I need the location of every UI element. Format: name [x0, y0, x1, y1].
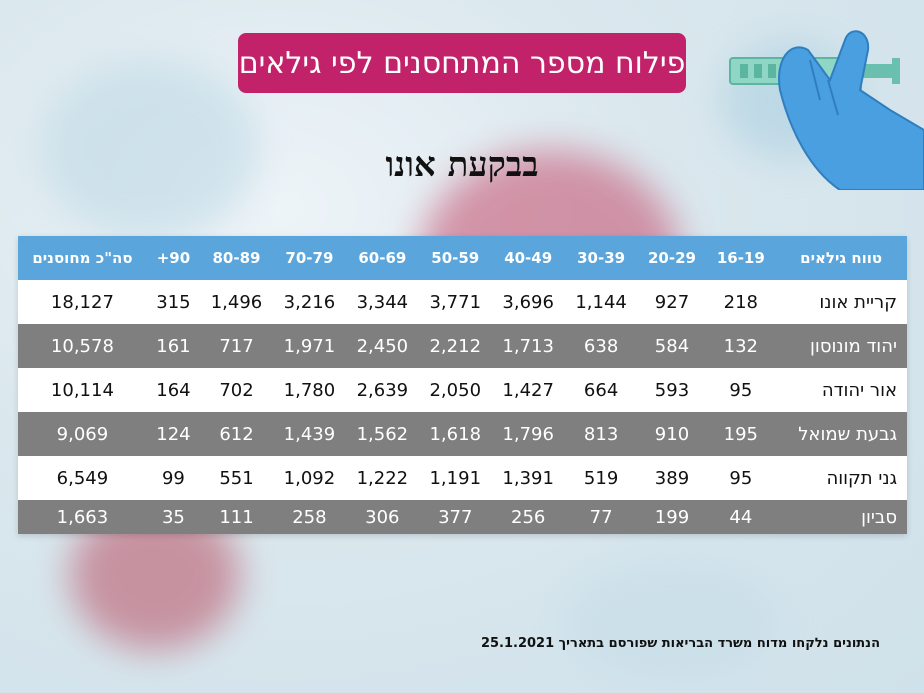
table-cell: 593 — [637, 368, 707, 412]
table-cell: 1,562 — [345, 412, 419, 456]
table-cell: 111 — [200, 500, 273, 534]
table-cell: 258 — [272, 500, 346, 534]
table-cell: 3,216 — [272, 280, 346, 324]
table-cell: 1,713 — [491, 324, 565, 368]
table-cell: 702 — [200, 368, 273, 412]
table-row: גני תקווה 95 389 519 1,391 1,191 1,222 1… — [18, 456, 907, 500]
column-header: 60-69 — [345, 236, 419, 280]
page-title: פילוח מספר המתחסנים לפי גילאים — [238, 33, 686, 93]
table-cell: 910 — [637, 412, 707, 456]
table-cell: 256 — [491, 500, 565, 534]
column-header: טווח גילאים — [775, 236, 907, 280]
column-header: 80-89 — [200, 236, 273, 280]
table-cell: 1,191 — [418, 456, 492, 500]
table-cell: 1,796 — [491, 412, 565, 456]
table-cell: 3,344 — [345, 280, 419, 324]
city-cell: יהוד מונוסון — [775, 324, 907, 368]
bg-blob — [40, 60, 260, 240]
table-cell: 638 — [564, 324, 638, 368]
table-cell: 1,391 — [491, 456, 565, 500]
table-cell: 813 — [564, 412, 638, 456]
column-header: 16-19 — [706, 236, 776, 280]
total-cell: 1,663 — [18, 500, 147, 534]
total-cell: 18,127 — [18, 280, 147, 324]
table-cell: 2,212 — [418, 324, 492, 368]
table-row: אור יהודה 95 593 664 1,427 2,050 2,639 1… — [18, 368, 907, 412]
table-header-row: טווח גילאים 16-19 20-29 30-39 40-49 50-5… — [18, 236, 907, 280]
table-cell: 1,222 — [345, 456, 419, 500]
total-cell: 10,578 — [18, 324, 147, 368]
table-cell: 612 — [200, 412, 273, 456]
table-cell: 95 — [706, 456, 776, 500]
table-cell: 164 — [146, 368, 201, 412]
column-header: סה"כ מחוסנים — [18, 236, 147, 280]
table-cell: 1,971 — [272, 324, 346, 368]
table-cell: 664 — [564, 368, 638, 412]
table-cell: 161 — [146, 324, 201, 368]
table-cell: 99 — [146, 456, 201, 500]
table-cell: 717 — [200, 324, 273, 368]
table-cell: 199 — [637, 500, 707, 534]
table-cell: 77 — [564, 500, 638, 534]
table-cell: 306 — [345, 500, 419, 534]
table-row: סביון 44 199 77 256 377 306 258 111 35 1… — [18, 500, 907, 534]
column-header: 90+ — [146, 236, 201, 280]
table-cell: 95 — [706, 368, 776, 412]
table-cell: 551 — [200, 456, 273, 500]
page-subtitle: בבקעת אונו — [385, 145, 539, 185]
city-cell: סביון — [775, 500, 907, 534]
total-cell: 6,549 — [18, 456, 147, 500]
table-cell: 218 — [706, 280, 776, 324]
table-cell: 389 — [637, 456, 707, 500]
gloved-hand-syringe-icon — [729, 30, 924, 190]
table-cell: 315 — [146, 280, 201, 324]
table-cell: 2,450 — [345, 324, 419, 368]
table-cell: 1,496 — [200, 280, 273, 324]
table-row: גבעת שמואל 195 910 813 1,796 1,618 1,562… — [18, 412, 907, 456]
table-cell: 519 — [564, 456, 638, 500]
table-cell: 35 — [146, 500, 201, 534]
column-header: 70-79 — [272, 236, 346, 280]
table-cell: 1,780 — [272, 368, 346, 412]
table-cell: 1,144 — [564, 280, 638, 324]
table-cell: 124 — [146, 412, 201, 456]
table-cell: 2,050 — [418, 368, 492, 412]
bg-blob — [560, 560, 780, 680]
table-cell: 44 — [706, 500, 776, 534]
city-cell: גבעת שמואל — [775, 412, 907, 456]
table-cell: 132 — [706, 324, 776, 368]
table-row: קריית אונו 218 927 1,144 3,696 3,771 3,3… — [18, 280, 907, 324]
city-cell: קריית אונו — [775, 280, 907, 324]
column-header: 40-49 — [491, 236, 565, 280]
vaccination-table: טווח גילאים 16-19 20-29 30-39 40-49 50-5… — [18, 236, 907, 534]
table-cell: 377 — [418, 500, 492, 534]
source-note: הנתונים נלקחו מדוח משרד הבריאות שפורסם ב… — [480, 636, 880, 651]
table-cell: 1,439 — [272, 412, 346, 456]
table-cell: 584 — [637, 324, 707, 368]
total-cell: 9,069 — [18, 412, 147, 456]
table-cell: 1,427 — [491, 368, 565, 412]
table-cell: 927 — [637, 280, 707, 324]
total-cell: 10,114 — [18, 368, 147, 412]
table-cell: 2,639 — [345, 368, 419, 412]
city-cell: אור יהודה — [775, 368, 907, 412]
table-cell: 1,092 — [272, 456, 346, 500]
table-cell: 3,696 — [491, 280, 565, 324]
table-row: יהוד מונוסון 132 584 638 1,713 2,212 2,4… — [18, 324, 907, 368]
column-header: 30-39 — [564, 236, 638, 280]
city-cell: גני תקווה — [775, 456, 907, 500]
table-cell: 1,618 — [418, 412, 492, 456]
column-header: 20-29 — [637, 236, 707, 280]
table-cell: 3,771 — [418, 280, 492, 324]
column-header: 50-59 — [418, 236, 492, 280]
table-cell: 195 — [706, 412, 776, 456]
